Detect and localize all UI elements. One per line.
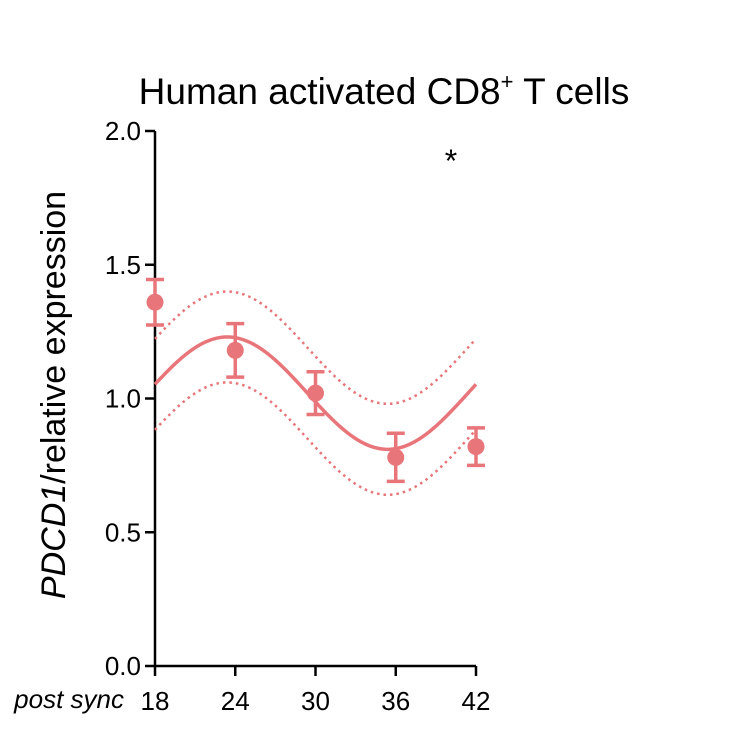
x-tick-label: 24: [221, 686, 250, 716]
x-tick-label: 18: [141, 686, 170, 716]
x-ticks: 18 24 30 36 42: [141, 666, 491, 716]
y-tick-label: 1.5: [105, 250, 141, 280]
y-tick-label: 2.0: [105, 116, 141, 146]
data-points: [146, 277, 485, 484]
y-tick-label: 1.0: [105, 384, 141, 414]
x-tick-label: 42: [462, 686, 491, 716]
data-point: [226, 341, 244, 359]
data-point: [307, 384, 324, 402]
chart-title: Human activated CD8+ T cells: [139, 69, 630, 112]
y-tick-label: 0.0: [105, 651, 141, 681]
significance-marker: *: [445, 143, 457, 179]
y-tick-label: 0.5: [105, 517, 141, 547]
y-ticks: 0.0 0.5 1.0 1.5 2.0: [105, 116, 155, 681]
data-point: [146, 293, 164, 311]
x-tick-label: 36: [381, 686, 410, 716]
x-tick-label: 30: [301, 686, 330, 716]
x-axis-label: post sync: [13, 684, 124, 714]
data-point: [467, 438, 485, 456]
y-axis-label: PDCD1/relative expression: [35, 191, 73, 599]
data-point: [387, 448, 405, 466]
